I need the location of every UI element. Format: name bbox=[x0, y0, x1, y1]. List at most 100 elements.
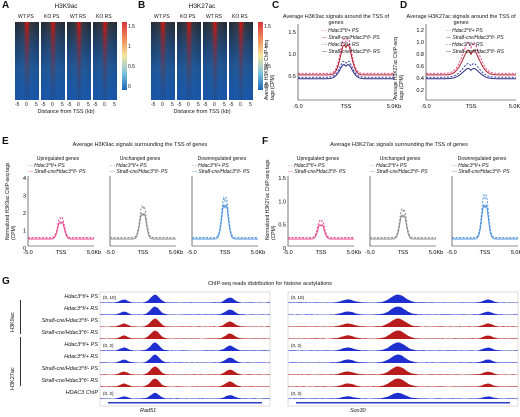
xtick-label: TSS bbox=[56, 250, 67, 256]
subplot-chart: -5.0 TSS 5.0Kb bbox=[100, 172, 178, 262]
heatmap-xtick: 0 bbox=[187, 102, 190, 108]
ytick-label: 1.5 bbox=[278, 176, 286, 182]
heatmap-xtick: 0 bbox=[103, 102, 106, 108]
series-line bbox=[192, 205, 258, 239]
xtick-label: -5.0 bbox=[421, 104, 430, 110]
series-line bbox=[452, 205, 518, 239]
legend-entry: Stra8-cre/Hdac3^f/- RS bbox=[452, 49, 504, 55]
track-label: Hdac3^f/+ RS bbox=[22, 354, 98, 360]
series-line bbox=[298, 65, 394, 79]
ytick-label: 1.0 bbox=[288, 52, 296, 58]
track-label: Stra8-cre/Hdac3^f/- PS bbox=[22, 318, 98, 324]
ytick-label: 1.2 bbox=[416, 28, 424, 34]
heatmap-xtick: 0 bbox=[51, 102, 54, 108]
heatmap-xtick: -5 bbox=[93, 102, 97, 108]
genome-tracks-rad51: (0, 10) (0, 2) (0, 2) bbox=[100, 292, 270, 406]
xtick-label: 5.0Kb bbox=[251, 250, 265, 256]
heatmap-xtick: -5 bbox=[41, 102, 45, 108]
heatmap-column bbox=[41, 22, 65, 100]
panel-b-label: B bbox=[138, 0, 145, 11]
panel-d-legend: - - Hdac3^f/+ PS — Stra8-cre/Hdac3^f/- P… bbox=[446, 28, 504, 56]
heatmap-xtick: -5 bbox=[203, 102, 207, 108]
heatmap-xtick: 5 bbox=[35, 102, 38, 108]
series-line bbox=[288, 225, 354, 239]
ytick-label: 1 bbox=[23, 229, 26, 235]
ytick-label: 0.8 bbox=[416, 52, 424, 58]
xtick-label: TSS bbox=[398, 250, 409, 256]
heatmap-xtick: 0 bbox=[239, 102, 242, 108]
subplot-title: Upregulated genes bbox=[18, 156, 98, 162]
heatmap-column bbox=[177, 22, 201, 100]
col-label: KO RS bbox=[232, 14, 248, 20]
xtick-label: -5.0 bbox=[187, 250, 196, 256]
signal-track bbox=[100, 295, 270, 303]
subplot-chart: 4 3 2 1 0-5.0 TSS 5.0Kb bbox=[18, 172, 96, 262]
subplot-title: Upregulated genes bbox=[278, 156, 358, 162]
xtick-label: TSS bbox=[341, 104, 352, 110]
colorbar-a bbox=[122, 22, 127, 90]
series-line bbox=[452, 195, 518, 238]
track-range: (0, 2) bbox=[103, 343, 114, 348]
signal-track bbox=[100, 331, 270, 339]
group-bracket bbox=[20, 300, 21, 334]
legend-entry: Hdac3^f/+ PS bbox=[328, 28, 359, 34]
subplot-chart: 1.51.00.50-5.0 TSS 5.0Kb bbox=[278, 172, 356, 262]
legend-entry: Stra8-cre/Hdac3^f/- RS bbox=[328, 49, 380, 55]
panel-g-label: G bbox=[2, 276, 10, 287]
legend-entry: Hdac3^f/+ PS bbox=[452, 28, 483, 34]
ytick-label: 3 bbox=[23, 194, 26, 200]
heatmap-xtick: 5 bbox=[197, 102, 200, 108]
panel-a-xticks: -5 0 5 -5 0 5 -5 0 5 -5 0 5 bbox=[14, 102, 118, 109]
xtick-label: -5.0 bbox=[105, 250, 114, 256]
xtick-label: 5.0Kb bbox=[509, 104, 520, 110]
ytick-label: 1.0 bbox=[416, 40, 424, 46]
heatmap-xtick: -5 bbox=[67, 102, 71, 108]
col-label: WT PS bbox=[18, 14, 34, 20]
subplot-title: Downregulated genes bbox=[182, 156, 262, 162]
gene-model bbox=[108, 402, 262, 404]
heatmap-xtick: 5 bbox=[113, 102, 116, 108]
xtick-label: -5.0 bbox=[23, 250, 32, 256]
gene-label-sox30: Sox30 bbox=[350, 408, 366, 414]
track-label: Hdac3^f/+ PS bbox=[22, 294, 98, 300]
heatmap-xtick: 5 bbox=[249, 102, 252, 108]
colorbar-tick: 1.5 bbox=[128, 24, 135, 30]
heatmap-column bbox=[93, 22, 117, 100]
ytick-label: 4 bbox=[23, 176, 26, 182]
xtick-label: 5.0Kb bbox=[387, 104, 401, 110]
xtick-label: TSS bbox=[138, 250, 149, 256]
panel-a-xaxis-label: Distance from TSS (kb) bbox=[14, 109, 118, 115]
heatmap-xtick: 0 bbox=[213, 102, 216, 108]
genome-tracks-sox30: (0, 10) (0, 2) (0, 2) bbox=[288, 292, 518, 406]
subplot-title: Downregulated genes bbox=[442, 156, 520, 162]
series-line bbox=[288, 221, 354, 238]
legend-entry: Stra8-cre/Hdac3^f/- PS bbox=[328, 35, 379, 41]
xtick-label: -5.0 bbox=[283, 250, 292, 256]
panel-a-label: A bbox=[2, 0, 9, 11]
track-label: Stra8-cre/Hdac3^f/- PS bbox=[22, 366, 98, 372]
signal-track bbox=[100, 307, 270, 315]
signal-track bbox=[288, 366, 518, 375]
heatmap-xtick: 5 bbox=[61, 102, 64, 108]
axis bbox=[110, 176, 176, 246]
track-range: (0, 2) bbox=[291, 391, 302, 396]
signal-track bbox=[100, 355, 270, 363]
series-line bbox=[28, 218, 94, 238]
colorbar-b bbox=[258, 22, 263, 90]
signal-track bbox=[288, 393, 518, 399]
ytick-label: 1.5 bbox=[288, 30, 296, 36]
panel-b-xaxis-label: Distance from TSS (kb) bbox=[150, 109, 254, 115]
xtick-label: -5.0 bbox=[447, 250, 456, 256]
signal-track bbox=[288, 318, 518, 327]
heatmap-xtick: -5 bbox=[177, 102, 181, 108]
xtick-label: TSS bbox=[466, 104, 477, 110]
track-range: (0, 2) bbox=[103, 391, 114, 396]
panel-c-label: C bbox=[272, 0, 279, 11]
series-line bbox=[370, 215, 436, 239]
panel-g-title: ChIP-seq reads distribution for histone … bbox=[170, 281, 370, 287]
panel-f-ylabel: Normalized H3K27ac ChIP-seq tags (CPM) bbox=[265, 154, 277, 240]
axis bbox=[452, 176, 518, 246]
heatmap-xtick: -5 bbox=[229, 102, 233, 108]
xtick-label: -5.0 bbox=[365, 250, 374, 256]
col-label: KO RS bbox=[96, 14, 112, 20]
